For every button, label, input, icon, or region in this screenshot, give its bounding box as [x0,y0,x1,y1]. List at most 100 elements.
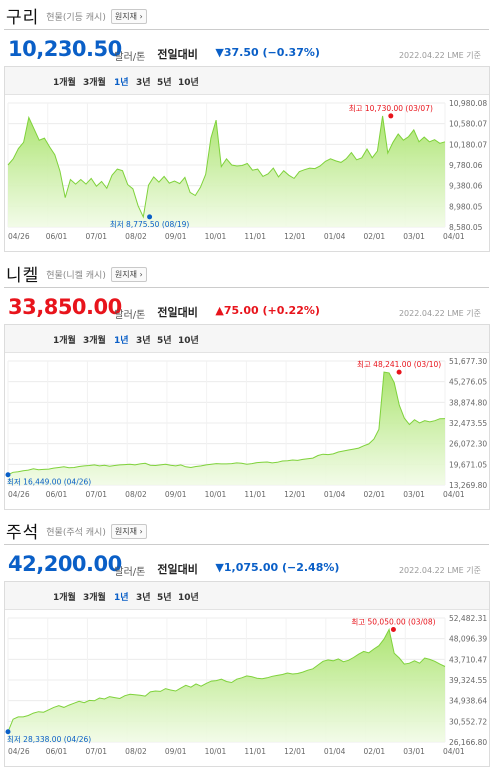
tin-price: 42,200.00 [8,552,122,576]
copper-chart: 10,980.08 10,580.07 10,180.07 9,780.06 9,380… [7,99,487,241]
x-tick-label: 07/01 [85,747,107,756]
x-tick-label: 01/04 [324,490,346,499]
x-tick-label: 06/01 [46,490,68,499]
high-point [388,113,394,119]
copper-subtitle: 현물(기등 캐시) [46,13,106,23]
copper-chart-box: 1개월 3개월 1년 3년 5년 10년 10,980.08 10,580.07 10,180… [4,66,490,252]
tab-3년[interactable]: 3년 [136,336,151,346]
y-tick-label: 26,166.80 [449,738,487,747]
tab-1개월[interactable]: 1개월 [53,593,76,603]
nickel-chart: 51,677.30 45,276.05 38,874.80 32,473.55 26,0… [5,357,487,499]
x-tick-label: 12/01 [284,490,306,499]
tab-3개월[interactable]: 3개월 [83,593,106,603]
nickel-date-source: 2022.04.22 LME 기준 [398,309,481,318]
tab-1년[interactable]: 1년 [114,593,129,603]
copper-compare-label: 전일대비 [157,48,198,61]
header-divider [4,287,489,288]
y-tick-label: 34,938.64 [449,697,487,706]
x-tick-label: 04/26 [8,747,30,756]
y-tick-label: 19,671.05 [449,460,487,469]
nickel-subtitle: 현물(니켈 캐시) [46,271,106,281]
high-label: 최고 10,730.00 (03/07) [349,103,433,113]
x-tick-label: 02/01 [364,490,386,499]
copper-change: ▼37.50 (−0.37%) [215,46,320,59]
y-tick-label: 51,677.30 [449,357,487,366]
original-label: 원지재 [114,526,137,536]
tab-5년[interactable]: 5년 [157,336,172,346]
arrow-up-icon: ▲ [215,304,224,317]
header-divider [4,29,489,30]
y-tick-label: 13,269.80 [449,481,487,490]
x-tick-label: 10/01 [205,490,227,499]
tab-1년[interactable]: 1년 [114,336,129,346]
arrow-down-icon: ▼ [215,46,224,59]
y-tick-label: 8,580.05 [449,223,483,232]
nickel-panel: 니켈 현물(니켈 캐시) 원지재 › 33,850.00 달러/톤 전일대비 ▲… [0,258,493,515]
copper-date-source: 2022.04.22 LME 기준 [398,51,481,60]
copper-title[interactable]: 구리 [6,7,40,28]
x-tick-label: 01/04 [324,747,346,756]
tab-3개월[interactable]: 3개월 [83,78,106,88]
tab-10년[interactable]: 10년 [178,593,199,603]
x-tick-label: 07/01 [85,232,107,241]
tab-10년[interactable]: 10년 [178,336,199,346]
tab-10년[interactable]: 10년 [178,78,199,88]
copper-original-button[interactable]: 원지재 › [110,8,147,24]
tab-5년[interactable]: 5년 [157,78,172,88]
high-point [390,626,396,632]
x-tick-label: 04/01 [443,747,465,756]
x-tick-label: 07/01 [85,490,107,499]
nickel-original-button[interactable]: 원지재 › [110,266,147,282]
nickel-header: 니켈 현물(니켈 캐시) 원지재 › [6,262,147,286]
low-point [147,214,153,220]
x-tick-label: 04/01 [443,490,465,499]
low-label: 최저 8,775.50 (08/19) [110,219,190,229]
x-tick-label: 06/01 [46,747,68,756]
x-tick-label: 11/01 [244,232,266,241]
high-label: 최고 50,050.00 (03/08) [351,616,435,626]
tab-1년[interactable]: 1년 [114,78,129,88]
x-tick-label: 03/01 [403,490,425,499]
tin-title[interactable]: 주석 [6,522,40,543]
price-line [7,115,446,219]
tab-3개월[interactable]: 3개월 [83,336,106,346]
arrow-down-icon: ▼ [215,561,224,574]
low-point [5,472,11,478]
x-tick-label: 04/26 [8,490,30,499]
x-tick-label: 11/01 [244,490,266,499]
tin-chart: 52,482.31 48,096.39 43,710.47 39,324.55 34,9… [5,614,487,756]
nickel-period-tabs: 1개월 3개월 1년 3년 5년 10년 [5,325,489,353]
original-label: 원지재 [114,269,137,279]
x-tick-label: 08/02 [125,747,147,756]
x-tick-label: 02/01 [364,747,386,756]
y-tick-label: 52,482.31 [449,614,487,623]
nickel-chart-box: 1개월 3개월 1년 3년 5년 10년 51,677.30 45,276.05 38,874… [4,324,490,510]
tin-original-button[interactable]: 원지재 › [110,523,147,539]
x-tick-label: 04/26 [8,232,30,241]
tin-chart-box: 1개월 3개월 1년 3년 5년 10년 52,482.31 48,096.39 43,710… [4,581,490,767]
x-tick-label: 12/01 [284,232,306,241]
tin-header: 주석 현물(주석 캐시) 원지재 › [6,519,147,543]
y-tick-label: 9,780.06 [449,161,483,170]
tab-3년[interactable]: 3년 [136,593,151,603]
low-label: 최저 16,449.00 (04/26) [7,477,91,487]
tab-1개월[interactable]: 1개월 [53,78,76,88]
tab-5년[interactable]: 5년 [157,593,172,603]
x-tick-label: 06/01 [46,232,68,241]
tin-period-tabs: 1개월 3개월 1년 3년 5년 10년 [5,582,489,610]
x-tick-label: 03/01 [403,747,425,756]
nickel-title[interactable]: 니켈 [6,265,40,286]
tin-panel: 주석 현물(주석 캐시) 원지재 › 42,200.00 달러/톤 전일대비 ▼… [0,515,493,771]
x-tick-label: 12/01 [284,747,306,756]
x-tick-label: 10/01 [205,232,227,241]
y-tick-label: 26,072.30 [449,440,487,449]
price-area [8,629,445,742]
tin-compare-label: 전일대비 [157,563,198,576]
price-area [8,372,445,485]
nickel-change: ▲75.00 (+0.22%) [215,304,320,317]
tab-3년[interactable]: 3년 [136,78,151,88]
x-tick-label: 01/04 [324,232,346,241]
tab-1개월[interactable]: 1개월 [53,336,76,346]
y-tick-label: 39,324.55 [449,676,487,685]
x-tick-label: 09/01 [165,232,187,241]
